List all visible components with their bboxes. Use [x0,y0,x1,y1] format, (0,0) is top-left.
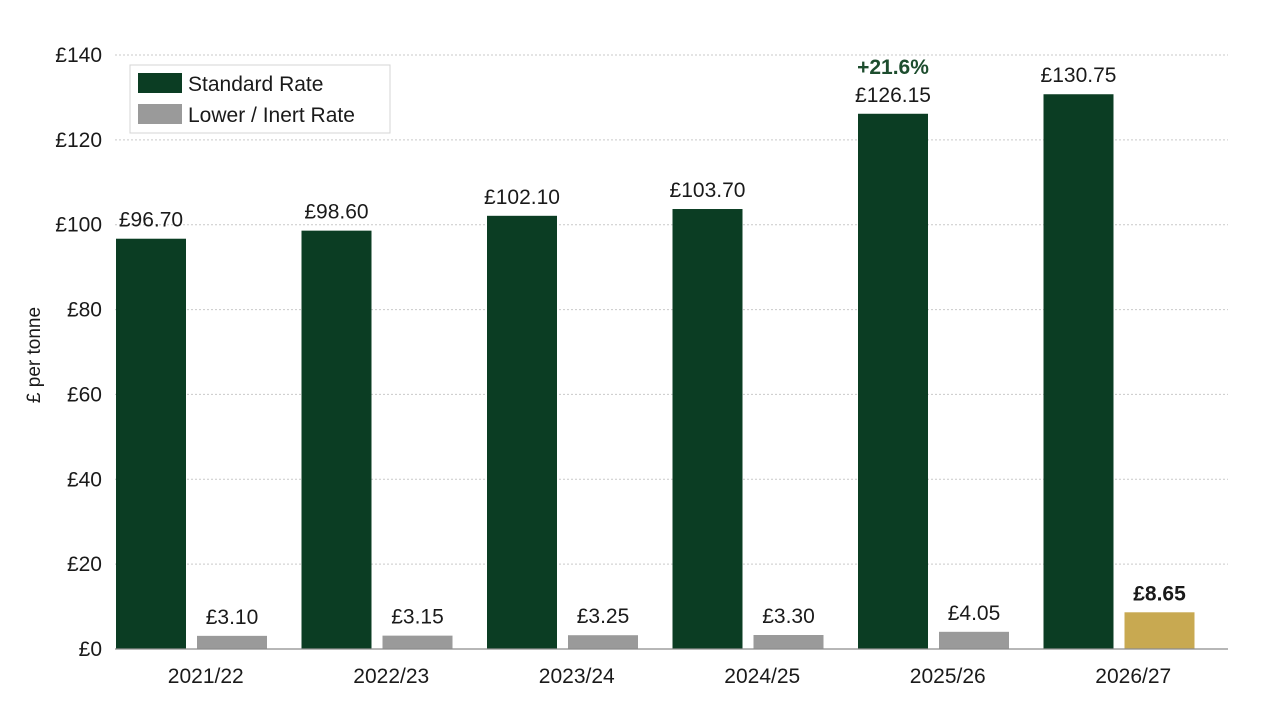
data-label: £3.15 [391,606,444,629]
bar-lower-rate [939,631,1009,649]
legend-swatch-lower [138,104,182,124]
bar-lower-rate [382,635,453,649]
y-tick-label: £40 [67,468,102,491]
y-tick-label: £0 [79,638,102,661]
x-tick-label: 2024/25 [724,665,800,688]
value-labels: £96.70 £3.10 £98.60 £3.15 £102.10 £3.25 £103.7… [119,56,1186,629]
gridlines [115,54,1228,565]
bar-standard-rate [487,215,557,649]
bar-standard-rate [116,238,186,650]
y-tick-label: £80 [67,299,102,322]
legend-swatch-standard [138,73,182,93]
legend: Standard Rate Lower / Inert Rate [129,64,391,134]
data-label: £126.15 [855,84,931,107]
data-label: £102.10 [484,186,560,209]
legend-label-standard: Standard Rate [188,73,323,96]
y-tick-label: £140 [55,44,102,67]
x-tick-label: 2026/27 [1095,665,1171,688]
change-annotation: +21.6% [857,56,929,79]
bars [116,94,1195,650]
data-label: £3.25 [577,605,630,628]
y-tick-label: £100 [55,214,102,237]
axes: £0 £20 £40 £60 £80 £100 £120 £140 2021/22 2022/23… [55,44,1228,688]
y-tick-label: £20 [67,553,102,576]
bar-standard-rate [672,209,743,649]
data-label: £8.65 [1133,582,1186,605]
data-label: £98.60 [304,201,368,224]
x-tick-label: 2025/26 [910,665,986,688]
data-label: £3.30 [762,605,815,628]
y-tick-label: £120 [55,129,102,152]
x-tick-label: 2021/22 [168,665,244,688]
bar-lower-rate [568,635,638,649]
x-tick-label: 2023/24 [539,665,615,688]
legend-label-lower: Lower / Inert Rate [188,104,355,127]
y-tick-label: £60 [67,383,102,406]
bar-standard-rate [1043,94,1114,649]
bar-lower-rate [197,635,267,649]
bar-lower-rate [753,634,824,649]
bar-standard-rate [301,230,372,649]
bar-lower-rate [1124,612,1195,649]
data-label: £4.05 [948,602,1001,625]
data-label: £103.70 [670,179,746,202]
data-label: £3.10 [206,606,259,629]
x-tick-label: 2022/23 [353,665,429,688]
bar-standard-rate [858,113,928,650]
data-label: £130.75 [1041,64,1117,87]
y-axis-label: £ per tonne [24,307,45,403]
data-label: £96.70 [119,209,183,232]
